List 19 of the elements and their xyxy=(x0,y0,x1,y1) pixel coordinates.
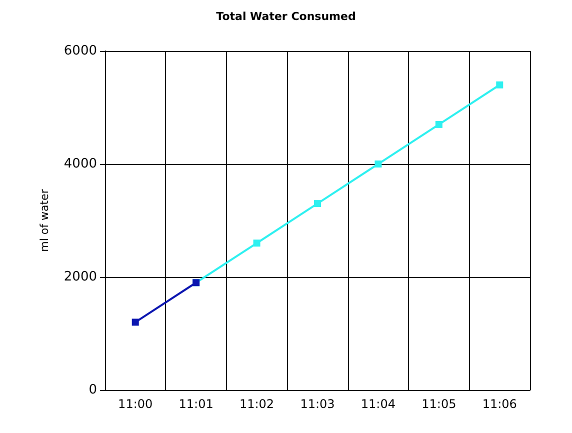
y-tick-label: 0 xyxy=(88,382,97,398)
x-tick-label: 11:00 xyxy=(118,397,153,411)
point xyxy=(253,240,260,247)
point xyxy=(314,200,321,208)
y-tick-label: 6000 xyxy=(64,44,97,58)
point xyxy=(435,120,442,128)
point xyxy=(132,318,139,326)
chart-title: Total Water Consumed xyxy=(216,10,356,23)
x-tick-label: 11:04 xyxy=(360,397,396,411)
y-tick-label: 4000 xyxy=(64,156,97,172)
point xyxy=(374,160,382,168)
y-axis-title: ml of water xyxy=(38,188,51,252)
x-tick-label: 11:03 xyxy=(300,397,335,411)
y-tick-label: 2000 xyxy=(64,270,97,284)
x-tick-label: 11:05 xyxy=(422,397,456,411)
x-tick-label: 11:02 xyxy=(239,397,274,411)
x-tick-label: 11:06 xyxy=(482,397,517,411)
point xyxy=(496,81,504,88)
x-tick-label: 11:01 xyxy=(178,397,214,411)
